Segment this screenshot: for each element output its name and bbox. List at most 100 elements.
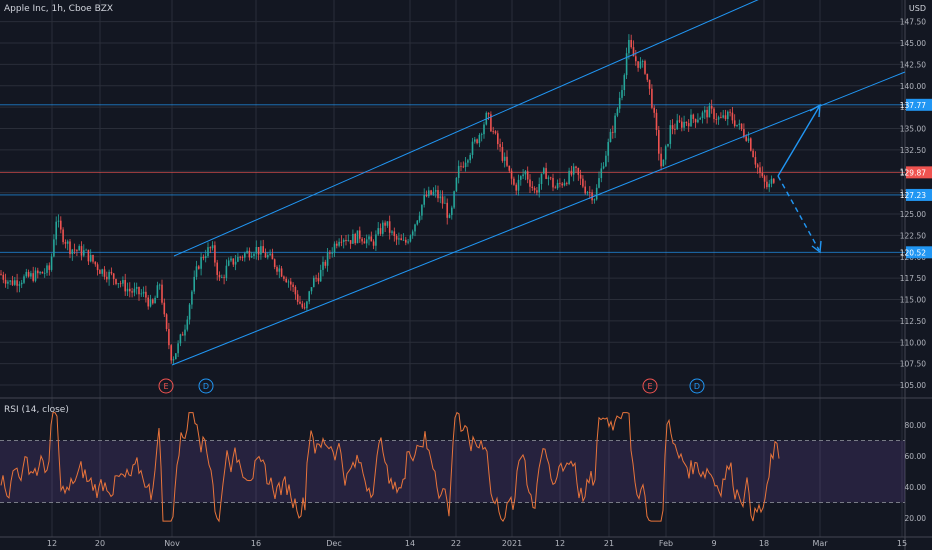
rsi-axis[interactable]: 80.00 60.00 40.00 20.00	[905, 421, 927, 523]
rsi-line[interactable]	[0, 411, 780, 523]
candle-body	[630, 39, 632, 48]
candle-body	[89, 255, 92, 262]
channel-lower-line[interactable]	[171, 71, 906, 366]
time-tick-label: 22	[451, 539, 461, 548]
candle-body	[697, 119, 699, 123]
candle-body	[766, 181, 768, 188]
price-tick-label: 145.00	[900, 39, 926, 48]
candle-body	[763, 176, 766, 182]
candle-body	[218, 274, 221, 278]
candle-body	[336, 243, 338, 246]
candle-body	[135, 286, 138, 289]
bearish-projection-arrow[interactable]	[777, 175, 820, 251]
earnings-marker[interactable]	[158, 378, 174, 394]
projection-arrows[interactable]	[777, 103, 822, 254]
candle-body	[239, 256, 241, 258]
rsi-title[interactable]: RSI (14, close)	[4, 405, 69, 415]
candle-body	[540, 173, 543, 185]
candle-body	[729, 111, 731, 113]
candle-body	[273, 259, 276, 267]
price-badge[interactable]	[906, 246, 932, 259]
candle-body	[262, 246, 264, 253]
time-tick-label: 12	[47, 539, 57, 548]
candle-body	[386, 221, 389, 226]
candle-body	[671, 125, 674, 130]
candle-body	[99, 270, 101, 274]
price-axis[interactable]: 147.50145.00142.50140.00137.50135.00132.…	[900, 18, 932, 390]
rsi-panel[interactable]	[0, 411, 905, 523]
time-tick-label: 20	[95, 539, 105, 548]
candle-body	[287, 281, 290, 283]
candle-body	[609, 131, 612, 143]
dividend-marker[interactable]	[198, 378, 214, 394]
candle-body	[444, 202, 446, 204]
candle-body	[9, 280, 11, 282]
price-badge[interactable]	[906, 166, 932, 179]
candle-body	[494, 131, 497, 134]
candle-body	[409, 235, 412, 242]
bullish-projection-arrow[interactable]	[777, 106, 820, 177]
candle-body	[7, 281, 9, 284]
candle-body	[395, 236, 398, 240]
rsi-tick-label: 40.00	[905, 483, 927, 492]
candle-body	[370, 236, 373, 242]
price-tick-label: 147.50	[900, 18, 926, 27]
candle-body	[731, 112, 734, 121]
price-badge[interactable]	[906, 188, 932, 201]
dividend-marker-label: D	[694, 382, 700, 391]
candle-body	[57, 220, 60, 222]
candle-body	[71, 249, 74, 255]
channel-upper-line[interactable]	[173, 0, 762, 257]
candle-body	[724, 115, 727, 119]
candle-body	[326, 252, 329, 266]
candle-body	[73, 249, 76, 251]
candle-body	[529, 179, 531, 187]
candle-body	[405, 239, 407, 243]
candle-body	[653, 107, 655, 113]
price-badge[interactable]	[906, 98, 932, 111]
candle-body	[448, 215, 451, 218]
candle-body	[126, 288, 129, 292]
time-axis[interactable]: 12 20 Nov 16 Dec 14 22 2021 12 21 Feb 9 18 Mar 15	[47, 539, 907, 548]
candle-body	[655, 112, 658, 131]
candle-body	[455, 177, 458, 192]
candle-body	[750, 138, 752, 151]
candle-body	[770, 178, 773, 184]
candle-body	[625, 53, 628, 76]
candle-body	[407, 241, 409, 243]
candle-body	[145, 291, 147, 298]
candle-body	[552, 177, 554, 188]
candle-body	[147, 297, 149, 307]
candle-body	[269, 253, 271, 256]
price-tick-label: 105.00	[900, 381, 926, 390]
candle-body	[499, 144, 501, 147]
candle-body	[16, 280, 18, 286]
trend-channel[interactable]	[171, 0, 906, 366]
price-tick-label: 122.50	[900, 231, 926, 240]
candle-body	[156, 285, 159, 298]
candle-body	[768, 183, 770, 188]
candle-body	[584, 186, 586, 194]
candle-body	[163, 302, 166, 315]
candle-body	[690, 114, 692, 127]
candle-body	[230, 258, 232, 261]
price-candles[interactable]	[0, 34, 775, 364]
dividend-marker[interactable]	[689, 378, 705, 394]
candle-body	[398, 238, 400, 240]
candle-body	[549, 177, 552, 179]
symbol-title[interactable]: Apple Inc, 1h, Cboe BZX	[4, 4, 114, 14]
candle-body	[526, 171, 529, 180]
candle-body	[773, 178, 775, 183]
earnings-marker[interactable]	[642, 378, 658, 394]
candle-body	[628, 39, 630, 54]
candle-body	[639, 61, 642, 68]
dividend-marker-label: D	[203, 382, 209, 391]
candle-body	[503, 156, 506, 161]
price-badge-label: 129.87	[900, 168, 926, 177]
candle-body	[384, 222, 386, 226]
candle-body	[232, 258, 235, 265]
candle-body	[267, 255, 269, 258]
candle-body	[446, 202, 448, 218]
